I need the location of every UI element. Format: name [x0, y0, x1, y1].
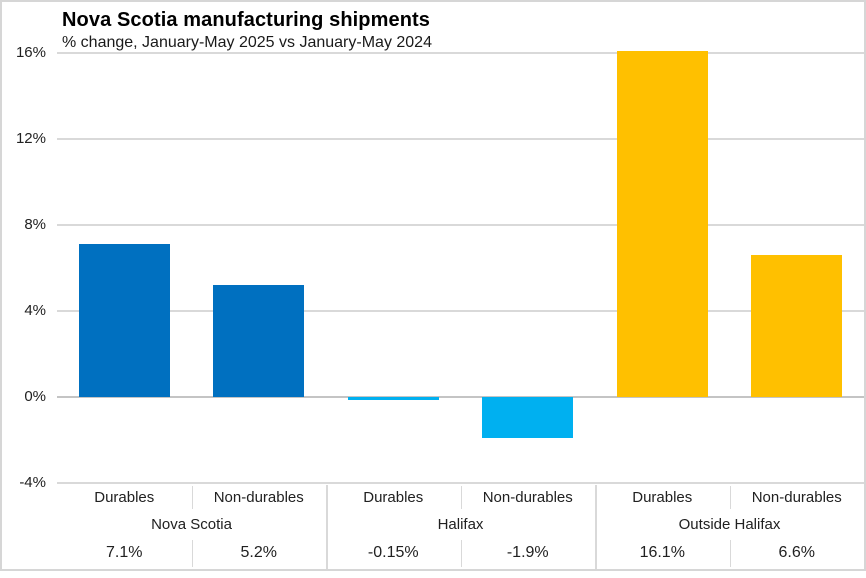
- category-label-nova-scotia-non-durables: Non-durables: [213, 488, 304, 506]
- y-axis-tick-label: 16%: [15, 44, 46, 61]
- bar-halifax-non-durables: [482, 397, 574, 438]
- value-label-halifax-non-durables: -1.9%: [506, 544, 549, 561]
- bar-halifax-durables: [347, 397, 439, 401]
- category-label-outside-halifax-non-durables: Non-durables: [751, 488, 842, 506]
- y-axis-tick-label: 0%: [24, 388, 46, 405]
- bar-outside-halifax-durables: [616, 50, 708, 397]
- group-label-halifax: Halifax: [437, 515, 484, 533]
- bar-nova-scotia-non-durables: [213, 285, 305, 397]
- value-label-nova-scotia-non-durables: 5.2%: [240, 544, 277, 561]
- category-label-outside-halifax-durables: Durables: [632, 488, 693, 506]
- gridline-12-: [57, 138, 864, 140]
- chart-subtitle: % change, January-May 2025 vs January-Ma…: [62, 34, 432, 51]
- table-divider: [460, 486, 462, 509]
- table-group-divider: [326, 484, 328, 569]
- gridline-0-: [57, 395, 864, 399]
- table-divider: [460, 540, 462, 567]
- table-divider: [729, 540, 731, 567]
- category-label-halifax-non-durables: Non-durables: [482, 488, 573, 506]
- value-label-outside-halifax-durables: 16.1%: [639, 544, 685, 561]
- table-divider: [191, 486, 193, 509]
- category-label-halifax-durables: Durables: [363, 488, 424, 506]
- gridline-8-: [57, 224, 864, 226]
- value-label-halifax-durables: -0.15%: [367, 544, 419, 561]
- gridline-16-: [57, 52, 864, 54]
- y-axis-tick-label: -4%: [19, 474, 46, 491]
- bar-outside-halifax-non-durables: [751, 255, 843, 397]
- group-label-nova-scotia: Nova Scotia: [151, 515, 232, 533]
- y-axis-tick-label: 4%: [24, 302, 46, 319]
- value-label-nova-scotia-durables: 7.1%: [106, 544, 143, 561]
- value-label-outside-halifax-non-durables: 6.6%: [778, 544, 815, 561]
- category-label-nova-scotia-durables: Durables: [94, 488, 155, 506]
- gridline--4-: [57, 482, 864, 484]
- chart-title: Nova Scotia manufacturing shipments: [62, 9, 431, 31]
- y-axis-tick-label: 8%: [24, 216, 46, 233]
- table-group-divider: [595, 484, 597, 569]
- group-label-outside-halifax: Outside Halifax: [678, 515, 781, 533]
- y-axis-tick-label: 12%: [15, 130, 46, 147]
- table-divider: [191, 540, 193, 567]
- gridline-4-: [57, 310, 864, 312]
- bar-nova-scotia-durables: [78, 244, 170, 397]
- table-divider: [729, 486, 731, 509]
